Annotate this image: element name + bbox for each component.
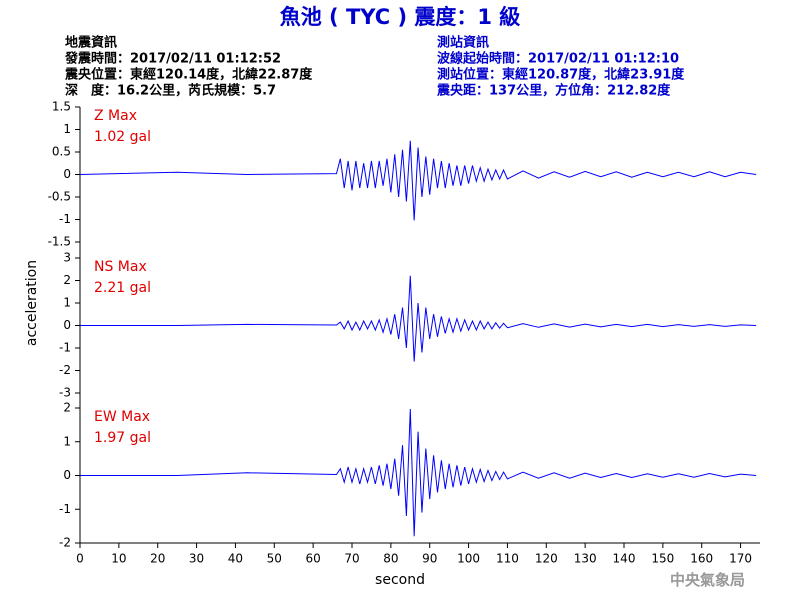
x-tick-label: 90 [422, 552, 437, 566]
station-line: 測站資訊 [437, 35, 489, 51]
y-tick-label: 0.5 [52, 145, 71, 159]
waveform [80, 275, 757, 362]
footer: 中央氣象局 [670, 571, 745, 589]
x-tick-label: 140 [613, 552, 636, 566]
x-tick-label: 0 [76, 552, 84, 566]
panel-max: 2.21 gal [94, 280, 151, 296]
y-tick-label: -2 [59, 363, 71, 377]
x-tick-label: 60 [306, 552, 321, 566]
x-tick-label: 160 [690, 552, 713, 566]
panel-label: Z Max [94, 108, 137, 124]
panel-label: EW Max [94, 409, 150, 425]
x-tick-label: 30 [189, 552, 204, 566]
info-line: 發震時間：2017/02/11 01:12:52 [64, 51, 281, 67]
y-tick-label: 1 [63, 296, 71, 310]
y-tick-label: 2 [63, 273, 71, 287]
panel-max: 1.02 gal [94, 129, 151, 145]
y-tick-label: -1 [59, 341, 71, 355]
x-tick-label: 50 [267, 552, 282, 566]
y-tick-label: 0 [63, 318, 71, 332]
y-tick-label: 3 [63, 251, 71, 265]
waveform [80, 408, 757, 537]
station-line: 測站位置：東經120.87度，北緯23.91度 [437, 67, 685, 83]
x-tick-label: 70 [344, 552, 359, 566]
station-line: 波線起始時間：2017/02/11 01:12:10 [437, 51, 679, 67]
x-tick-label: 20 [150, 552, 165, 566]
y-tick-label: -1.5 [48, 235, 71, 249]
y-tick-label: -3 [59, 386, 71, 400]
info-line: 震央位置：東經120.14度，北緯22.87度 [64, 67, 313, 83]
panel-max: 1.97 gal [94, 430, 151, 446]
station-line: 震央距：137公里，方位角：212.82度 [436, 83, 671, 99]
waveform [79, 140, 757, 221]
y-tick-label: 2 [63, 401, 71, 415]
y-tick-label: -2 [59, 536, 71, 550]
y-tick-label: -0.5 [48, 190, 71, 204]
y-tick-label: -1 [59, 212, 71, 226]
x-tick-label: 40 [228, 552, 243, 566]
y-tick-label: 0 [63, 468, 71, 482]
x-tick-label: 150 [651, 552, 674, 566]
title: 魚池 ( TYC ) 震度：1 級 [280, 5, 521, 29]
x-axis-label: second [375, 572, 425, 588]
x-tick-label: 170 [729, 552, 752, 566]
x-tick-label: 10 [111, 552, 126, 566]
y-tick-label: -1 [59, 502, 71, 516]
x-tick-label: 80 [383, 552, 398, 566]
y-tick-label: 0 [63, 167, 71, 181]
info-line: 深 度：16.2公里，芮氏規模：5.7 [65, 83, 276, 99]
y-tick-label: 1.5 [52, 100, 71, 114]
x-tick-label: 130 [574, 552, 597, 566]
x-tick-label: 110 [496, 552, 519, 566]
x-tick-label: 120 [535, 552, 558, 566]
y-tick-label: 1 [63, 122, 71, 136]
y-tick-label: 1 [63, 434, 71, 448]
panel-label: NS Max [94, 259, 147, 275]
y-axis-label: acceleration [24, 260, 40, 346]
x-tick-label: 100 [457, 552, 480, 566]
info-line: 地震資訊 [65, 35, 117, 51]
